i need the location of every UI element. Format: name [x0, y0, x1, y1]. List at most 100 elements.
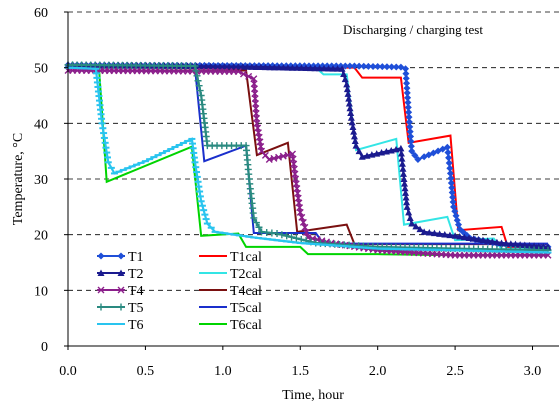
- legend-marker: [97, 269, 105, 276]
- legend-item-t6: T6: [97, 318, 144, 333]
- legend-marker: [117, 286, 125, 294]
- series-marker: [441, 230, 449, 238]
- series-t5cal: [68, 66, 548, 245]
- series-marker: [364, 62, 372, 70]
- series-marker: [403, 203, 411, 210]
- series-marker: [525, 241, 533, 249]
- y-tick-label: 10: [34, 284, 48, 299]
- y-tick-label: 0: [41, 340, 48, 355]
- series-marker: [341, 62, 349, 70]
- series-marker: [448, 184, 456, 192]
- series-marker: [488, 238, 496, 245]
- series-marker: [245, 72, 253, 80]
- legend-label: T4: [128, 284, 144, 299]
- series-marker: [407, 137, 415, 145]
- series-marker: [398, 155, 406, 162]
- series-marker: [443, 143, 451, 151]
- series-marker: [351, 137, 359, 144]
- series-marker: [448, 189, 456, 197]
- legend-marker: [117, 252, 125, 260]
- series-marker: [340, 70, 348, 77]
- series-marker: [465, 234, 473, 241]
- series-marker: [202, 62, 210, 70]
- series-marker: [388, 63, 396, 71]
- series-marker: [221, 62, 229, 70]
- legend-label: T4cal: [230, 284, 262, 299]
- x-axis-label: Time, hour: [282, 388, 344, 403]
- series-marker: [234, 68, 242, 76]
- legend-label: T1cal: [230, 250, 262, 265]
- series-marker: [451, 232, 459, 239]
- series-marker: [399, 165, 407, 172]
- x-tick-label: 2.5: [446, 364, 464, 379]
- series-t2: [64, 61, 552, 250]
- series-marker: [404, 94, 412, 102]
- series-marker: [299, 218, 307, 226]
- series-t1: [64, 61, 552, 251]
- series-marker: [399, 170, 407, 177]
- series-line: [68, 69, 548, 246]
- series-marker: [445, 154, 453, 162]
- series-marker: [297, 235, 305, 243]
- series-line: [67, 63, 549, 249]
- series-marker: [239, 70, 247, 78]
- series-marker: [257, 63, 265, 71]
- series-marker: [403, 198, 411, 206]
- series-marker: [348, 118, 356, 126]
- series-t6: [64, 66, 552, 254]
- series-marker: [407, 133, 415, 141]
- series-marker: [338, 65, 346, 72]
- legend-label: T6cal: [230, 318, 262, 333]
- series-marker: [225, 62, 233, 70]
- series-marker: [447, 174, 455, 182]
- y-axis-label: Temperature, °C: [11, 133, 26, 225]
- legend-marker: [117, 269, 125, 276]
- series-marker: [507, 240, 515, 247]
- y-tick-label: 20: [34, 229, 48, 244]
- series-lines: [64, 61, 552, 259]
- series-marker: [420, 228, 428, 235]
- series-marker: [261, 63, 269, 71]
- series-marker: [402, 189, 410, 196]
- series-marker: [406, 123, 414, 131]
- legend-label: T5cal: [230, 301, 262, 316]
- series-marker: [211, 62, 219, 70]
- series-marker: [447, 179, 455, 187]
- series-marker: [539, 243, 547, 250]
- series-marker: [297, 64, 305, 71]
- legend-marker: [117, 303, 125, 311]
- series-marker: [234, 63, 242, 70]
- series-marker: [535, 242, 543, 250]
- series-marker: [408, 147, 416, 155]
- series-marker: [498, 239, 506, 247]
- x-tick-label: 0.0: [59, 364, 77, 379]
- series-marker: [398, 160, 406, 167]
- series-marker: [193, 72, 201, 80]
- series-line: [67, 63, 549, 252]
- series-marker: [544, 243, 552, 250]
- series-marker: [406, 128, 414, 136]
- series-marker: [470, 235, 478, 242]
- legend-item-t1cal: T1cal: [199, 250, 262, 265]
- series-line: [68, 66, 548, 245]
- series-marker: [284, 64, 292, 71]
- legend-label: T5: [128, 301, 144, 316]
- series-line: [68, 66, 548, 248]
- series-marker: [350, 128, 358, 135]
- series-marker: [194, 77, 202, 85]
- series-marker: [266, 63, 274, 71]
- legend-item-t6cal: T6cal: [199, 318, 262, 333]
- series-marker: [302, 228, 310, 236]
- series-marker: [449, 193, 457, 201]
- series-t6cal: [68, 66, 548, 257]
- series-marker: [352, 142, 360, 149]
- legend-item-t5cal: T5cal: [199, 301, 262, 316]
- series-marker: [192, 67, 200, 75]
- series-line: [67, 63, 549, 249]
- legend-label: T2cal: [230, 267, 262, 282]
- x-tick-label: 0.5: [137, 364, 155, 379]
- y-tick-label: 50: [34, 62, 48, 77]
- series-marker: [397, 144, 405, 152]
- x-tick-label: 2.0: [369, 364, 387, 379]
